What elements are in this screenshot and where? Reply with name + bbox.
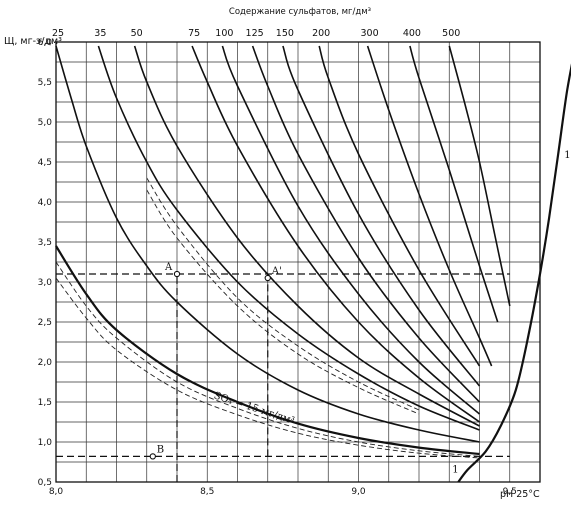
annotation-label: 1	[452, 464, 458, 475]
chart-title: Содержание сульфатов, мг/дм³	[229, 7, 371, 17]
dashed-curve	[146, 177, 420, 411]
y-tick-label: 5,0	[38, 118, 53, 128]
x-tick-label: 8,0	[49, 487, 64, 497]
top-tick-label: 35	[94, 28, 106, 39]
dashed-curves	[55, 177, 480, 459]
sulfate-curve-300	[366, 45, 493, 367]
marked-point	[173, 270, 181, 278]
top-tick-label: 300	[361, 28, 379, 39]
sulfate-curve-25	[55, 45, 480, 443]
y-tick-label: 6,0	[38, 38, 53, 48]
sulfate-curve-100	[221, 45, 481, 415]
sulfate-curve-200	[318, 45, 481, 367]
sulfate-curve-500	[448, 45, 511, 307]
y-axis-label-text: Щ, мг-э/дм³	[4, 36, 62, 47]
dashed-curve	[55, 261, 480, 457]
point-label: B	[157, 444, 164, 455]
y-tick-label: 3,5	[38, 238, 52, 248]
annotation-label: 1	[564, 150, 570, 161]
marked-point	[264, 274, 271, 282]
y-tick-label: 0,5	[38, 478, 52, 488]
sulfate-curve-400	[409, 45, 499, 323]
sulfate-curves	[55, 45, 511, 456]
sulfate-curve-35	[97, 45, 480, 431]
marked-point	[149, 453, 156, 460]
y-tick-label: 2,0	[38, 358, 53, 368]
top-tick-label: 150	[276, 28, 294, 39]
marked-points: A A' B	[149, 262, 282, 460]
dashed-curve	[55, 277, 480, 459]
sulfate-curve-15	[55, 245, 480, 456]
y-tick-label: 3,0	[38, 278, 53, 288]
sulfate-curve-125	[251, 45, 481, 403]
y-axis-label: Щ, мг-э/дм³	[4, 36, 62, 47]
top-tick-label: 25	[52, 28, 64, 39]
tick-labels: 0,5 1,0 1,5 2,0 2,5 3,0 3,5 4,0 4,5 5,0 5,5 6,0 8,0 8…	[38, 28, 517, 497]
x-tick-label: 9,0	[351, 487, 366, 497]
top-tick-label: 200	[312, 28, 330, 39]
limit-curve	[457, 63, 571, 483]
reference-lines	[56, 273, 510, 482]
top-tick-label: 75	[188, 28, 200, 39]
top-tick-label: 500	[442, 28, 460, 39]
dashed-curve	[146, 189, 420, 415]
y-tick-label: 4,0	[38, 198, 53, 208]
x-axis-label: pH 25°C	[500, 489, 540, 500]
y-tick-label: 1,5	[38, 398, 52, 408]
sulfate-curve-50	[133, 45, 480, 427]
x-tick-label: 9,5	[503, 487, 517, 497]
limit-curve-group	[457, 63, 571, 483]
sulfate-curve-150	[282, 45, 481, 387]
y-tick-label: 2,5	[38, 318, 52, 328]
point-label: A	[164, 262, 173, 273]
top-tick-label: 125	[246, 28, 264, 39]
y-tick-label: 4,5	[38, 158, 52, 168]
point-label: A'	[271, 266, 282, 277]
top-tick-label: 100	[215, 28, 233, 39]
top-tick-label: 50	[131, 28, 143, 39]
top-tick-label: 400	[403, 28, 421, 39]
sulfate-curve-75	[191, 45, 480, 423]
y-tick-label: 1,0	[38, 438, 53, 448]
y-tick-label: 5,5	[38, 78, 52, 88]
x-tick-label: 8,5	[200, 487, 214, 497]
